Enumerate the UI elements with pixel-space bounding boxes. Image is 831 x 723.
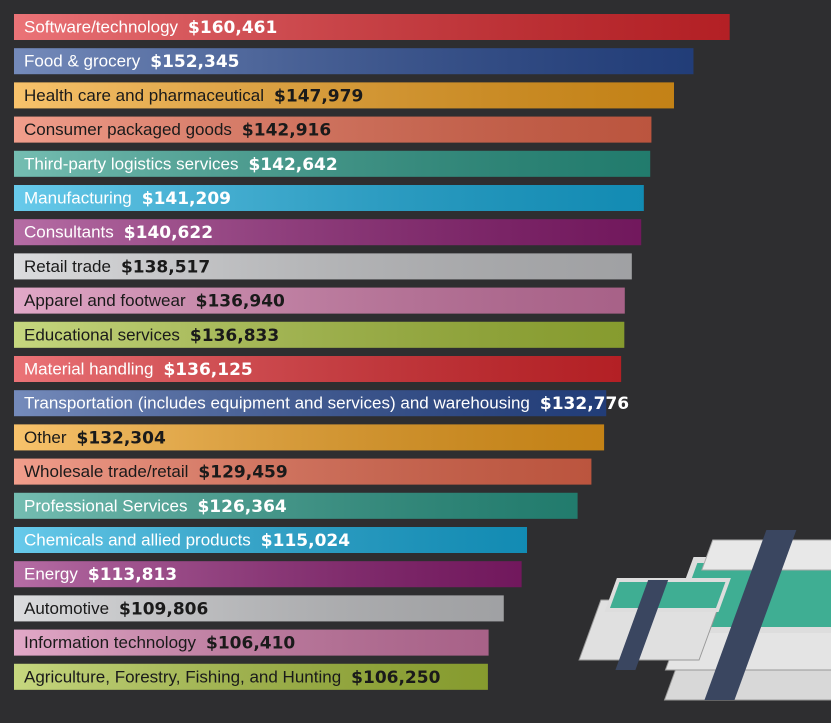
bar-shine [14, 595, 504, 622]
money-icon [578, 530, 831, 701]
category-label: Chemicals and allied products [24, 530, 251, 549]
value-label: $129,459 [198, 463, 287, 483]
bar-shine [14, 48, 694, 75]
bar-shine [14, 321, 625, 348]
value-label: $132,304 [77, 428, 166, 448]
bar-shine [14, 663, 488, 690]
bar-shine [14, 424, 605, 451]
bar-shine [14, 492, 578, 519]
bar-shine [14, 150, 651, 177]
bar-shine [14, 14, 730, 40]
category-label: Educational services [24, 325, 180, 344]
bar-shine [14, 561, 522, 588]
bar-shine [14, 219, 642, 246]
category-label: Consultants [24, 223, 114, 242]
bar-shine [14, 458, 592, 485]
category-label: Other [24, 428, 67, 447]
value-label: $141,209 [142, 189, 231, 209]
bar-shine [14, 629, 489, 656]
value-label: $136,125 [163, 360, 252, 380]
value-label: $142,916 [242, 121, 331, 141]
value-label: $160,461 [188, 18, 277, 38]
value-label: $113,813 [88, 565, 177, 585]
bar-shine [14, 527, 528, 553]
bar-shine [14, 253, 632, 280]
value-label: $152,345 [150, 52, 239, 72]
category-label: Energy [24, 565, 78, 584]
value-label: $132,776 [540, 394, 629, 414]
bar-shine [14, 356, 622, 382]
value-label: $106,410 [206, 634, 295, 654]
category-label: Software/technology [24, 17, 179, 36]
bar-shine [14, 116, 652, 143]
category-label: Wholesale trade/retail [24, 462, 188, 481]
value-label: $126,364 [197, 497, 286, 517]
category-label: Transportation (includes equipment and s… [24, 394, 530, 413]
category-label: Professional Services [24, 496, 187, 515]
category-label: Apparel and footwear [24, 291, 186, 310]
category-label: Agriculture, Forestry, Fishing, and Hunt… [24, 667, 341, 686]
value-label: $142,642 [248, 155, 337, 175]
value-label: $106,250 [351, 668, 440, 688]
category-label: Health care and pharmaceutical [24, 86, 264, 105]
category-label: Information technology [24, 633, 196, 652]
value-label: $109,806 [119, 599, 208, 619]
value-label: $136,940 [196, 292, 285, 312]
category-label: Material handling [24, 359, 153, 378]
value-label: $140,622 [124, 223, 213, 243]
value-label: $138,517 [121, 257, 210, 277]
value-label: $115,024 [261, 531, 350, 551]
category-label: Manufacturing [24, 188, 132, 207]
value-label: $136,833 [190, 326, 279, 346]
category-label: Third-party logistics services [24, 154, 238, 173]
bar-shine [14, 185, 644, 211]
category-label: Automotive [24, 599, 109, 618]
bar-shine [14, 287, 625, 314]
value-label: $147,979 [274, 86, 363, 106]
category-label: Food & grocery [24, 52, 141, 71]
category-label: Consumer packaged goods [24, 120, 232, 139]
bar-shine [14, 82, 674, 109]
bar-shine [14, 390, 607, 417]
category-label: Retail trade [24, 257, 111, 276]
